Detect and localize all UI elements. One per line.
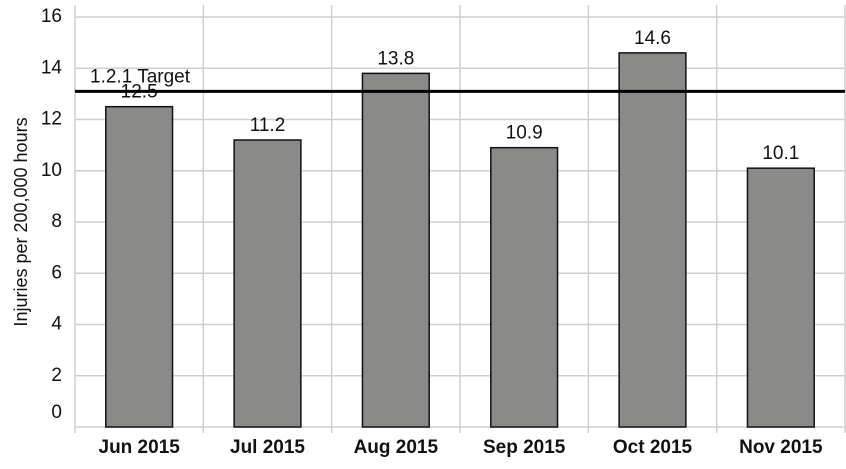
y-tick-label: 14 (41, 57, 63, 78)
value-label: 13.8 (377, 48, 414, 69)
bar (105, 105, 174, 428)
bar (746, 167, 815, 428)
value-label: 10.9 (506, 123, 543, 144)
x-tick-label: Nov 2015 (739, 437, 823, 458)
y-tick-label: 16 (41, 6, 62, 27)
y-tick-label: 4 (51, 314, 62, 335)
y-tick-label: 2 (51, 365, 62, 386)
y-tick-label: 12 (41, 109, 62, 130)
y-tick-label: 6 (51, 262, 62, 283)
target-label: 1.2.1 Target (90, 66, 191, 87)
bar (490, 146, 559, 428)
value-label: 10.1 (762, 143, 799, 164)
bar (361, 72, 430, 428)
x-tick-label: Jul 2015 (230, 437, 305, 458)
y-axis-label: Injuries per 200,000 hours (11, 117, 31, 326)
bar (618, 52, 687, 428)
y-tick-label: 10 (41, 160, 62, 181)
y-tick-label: 0 (51, 402, 62, 423)
x-tick-label: Sep 2015 (483, 437, 566, 458)
y-tick-label: 8 (51, 211, 62, 232)
value-label: 14.6 (634, 28, 671, 49)
x-tick-label: Oct 2015 (613, 437, 693, 458)
value-label: 11.2 (250, 115, 286, 136)
x-tick-label: Jun 2015 (99, 437, 181, 458)
x-tick-label: Aug 2015 (354, 437, 439, 458)
bar (233, 139, 302, 428)
